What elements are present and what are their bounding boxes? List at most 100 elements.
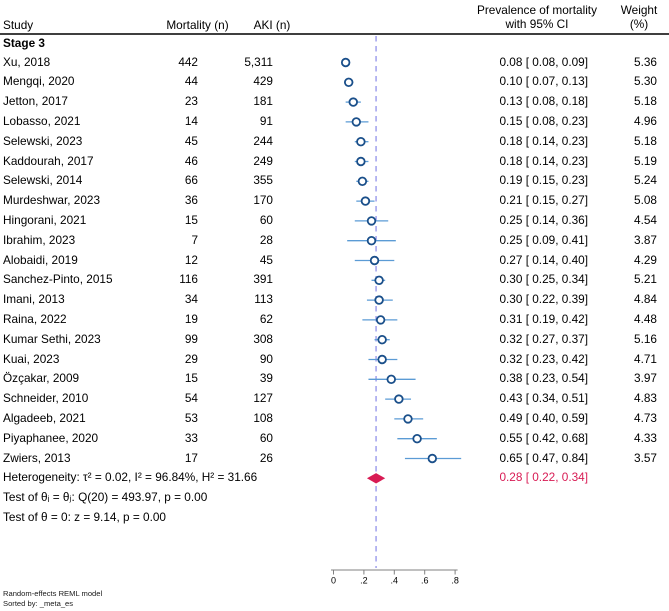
table-row: Sanchez-Pinto, 2015 116 391 0.30 [ 0.25, 0.…	[0, 270, 669, 290]
effect-ci-value: 0.32 [ 0.23, 0.42]	[499, 351, 588, 366]
aki-count: 28	[259, 232, 273, 247]
column-header-weight-line2: (%)	[629, 17, 649, 31]
weight-value: 5.21	[634, 272, 657, 287]
table-row: Piyaphanee, 2020 33 60 0.55 [ 0.42, 0.68] 4.…	[0, 429, 669, 449]
effect-ci-value: 0.38 [ 0.23, 0.54]	[499, 371, 588, 386]
weight-value: 4.96	[634, 114, 657, 128]
effect-ci-value: 0.49 [ 0.40, 0.59]	[499, 411, 588, 425]
column-header-aki: AKI (n)	[253, 18, 291, 32]
mortality-count: 44	[184, 74, 198, 89]
aki-count: 391	[253, 272, 273, 287]
effect-ci-value: 0.08 [ 0.08, 0.09]	[499, 54, 588, 69]
mortality-count: 23	[184, 94, 198, 109]
column-header-mortality: Mortality (n)	[166, 18, 229, 32]
weight-value: 3.97	[634, 371, 657, 386]
effect-ci-value: 0.55 [ 0.42, 0.68]	[499, 430, 588, 445]
x-tick-label: .2	[360, 576, 368, 586]
effect-ci-value: 0.18 [ 0.14, 0.23]	[499, 133, 588, 148]
mortality-count: 53	[184, 411, 198, 425]
aki-count: 90	[259, 351, 273, 366]
aki-count: 39	[259, 371, 273, 386]
mortality-count: 442	[178, 54, 198, 69]
mortality-count: 14	[184, 114, 198, 128]
study-name: Selewski, 2023	[3, 133, 83, 148]
mortality-count: 54	[184, 391, 198, 406]
study-name: Alobaidi, 2019	[3, 252, 78, 267]
column-header-study: Study	[3, 18, 34, 32]
study-name: Mengqi, 2020	[3, 74, 75, 89]
aki-count: 355	[253, 173, 273, 188]
study-name: Kaddourah, 2017	[3, 153, 94, 168]
overall-ci-value: 0.28 [ 0.22, 0.34]	[499, 470, 588, 485]
aki-count: 91	[259, 114, 273, 128]
weight-value: 5.36	[634, 54, 657, 69]
table-row: Özçakar, 2009 15 39 0.38 [ 0.23, 0.54] 3.97	[0, 369, 669, 389]
table-row: Zwiers, 2013 17 26 0.65 [ 0.47, 0.84] 3.57	[0, 449, 669, 469]
effect-ci-value: 0.31 [ 0.19, 0.42]	[499, 312, 588, 326]
mortality-count: 116	[179, 272, 198, 287]
x-tick-label: .8	[451, 576, 459, 586]
aki-count: 113	[254, 292, 273, 307]
study-name: Sanchez-Pinto, 2015	[3, 272, 113, 287]
weight-value: 3.87	[634, 232, 657, 247]
summary-diamond	[366, 473, 386, 484]
effect-ci-value: 0.13 [ 0.08, 0.18]	[499, 94, 588, 109]
study-name: Lobasso, 2021	[3, 114, 81, 128]
effect-ci-value: 0.18 [ 0.14, 0.23]	[499, 153, 588, 168]
weight-value: 5.08	[634, 193, 657, 208]
effect-ci-value: 0.27 [ 0.14, 0.40]	[499, 252, 588, 267]
study-name: Piyaphanee, 2020	[3, 430, 99, 445]
table-row: Mengqi, 2020 44 429 0.10 [ 0.07, 0.13] 5.30	[0, 72, 669, 92]
mortality-count: 46	[184, 153, 198, 168]
effect-ci-value: 0.25 [ 0.14, 0.36]	[499, 213, 588, 227]
aki-count: 62	[259, 312, 273, 326]
aki-count: 108	[253, 411, 273, 425]
weight-value: 4.73	[634, 411, 657, 425]
column-header-weight-line1: Weight	[620, 3, 658, 17]
mortality-count: 19	[184, 312, 198, 326]
weight-value: 5.18	[634, 133, 657, 148]
weight-value: 5.24	[634, 173, 657, 188]
table-row: Ibrahim, 2023 7 28 0.25 [ 0.09, 0.41] 3.87	[0, 231, 669, 251]
z-test-note: Test of θ = 0: z = 9.14, p = 0.00	[3, 510, 166, 524]
aki-count: 181	[253, 94, 273, 109]
table-row: Schneider, 2010 54 127 0.43 [ 0.34, 0.51] 4.…	[0, 389, 669, 409]
table-row: Raina, 2022 19 62 0.31 [ 0.19, 0.42] 4.48	[0, 310, 669, 330]
effect-ci-value: 0.32 [ 0.27, 0.37]	[499, 331, 588, 346]
x-tick-label: .4	[391, 576, 399, 586]
sorted-footnote: Sorted by: _meta_es	[3, 598, 74, 608]
table-row: Alobaidi, 2019 12 45 0.27 [ 0.14, 0.40] 4.29	[0, 251, 669, 271]
effect-ci-value: 0.30 [ 0.22, 0.39]	[499, 292, 588, 307]
effect-ci-value: 0.30 [ 0.25, 0.34]	[499, 272, 588, 287]
heterogeneity-note: Heterogeneity: τ² = 0.02, I² = 96.84%, H…	[3, 470, 258, 485]
table-row: Lobasso, 2021 14 91 0.15 [ 0.08, 0.23] 4.96	[0, 112, 669, 132]
weight-value: 4.48	[634, 312, 657, 326]
aki-count: 60	[259, 430, 273, 445]
mortality-count: 45	[184, 133, 198, 148]
table-row: Kaddourah, 2017 46 249 0.18 [ 0.14, 0.23] 5.…	[0, 152, 669, 172]
header-divider	[0, 32, 669, 35]
aki-count: 60	[259, 213, 273, 227]
study-name: Schneider, 2010	[3, 391, 89, 406]
study-name: Jetton, 2017	[3, 94, 68, 109]
column-header-effect-line1: Prevalence of mortality	[477, 3, 597, 17]
weight-value: 4.71	[634, 351, 657, 366]
q-test-note: Test of θᵢ = θⱼ: Q(20) = 493.97, p = 0.0…	[3, 490, 208, 505]
study-name: Algadeeb, 2021	[3, 411, 86, 425]
table-row: Selewski, 2014 66 355 0.19 [ 0.15, 0.23] 5.2…	[0, 171, 669, 191]
effect-ci-value: 0.10 [ 0.07, 0.13]	[499, 74, 588, 89]
aki-count: 308	[253, 331, 273, 346]
mortality-count: 99	[184, 331, 198, 346]
effect-ci-value: 0.43 [ 0.34, 0.51]	[499, 391, 588, 406]
study-name: Zwiers, 2013	[3, 450, 71, 465]
effect-ci-value: 0.19 [ 0.15, 0.23]	[499, 173, 588, 188]
weight-value: 5.30	[634, 74, 657, 89]
column-header-effect-line2: with 95% CI	[505, 17, 569, 31]
weight-value: 4.54	[634, 213, 657, 227]
study-name: Imani, 2013	[3, 292, 65, 307]
aki-count: 429	[253, 74, 273, 89]
aki-count: 127	[253, 391, 273, 406]
x-tick-label: .6	[421, 576, 429, 586]
table-row: Kumar Sethi, 2023 99 308 0.32 [ 0.27, 0.37]…	[0, 330, 669, 350]
